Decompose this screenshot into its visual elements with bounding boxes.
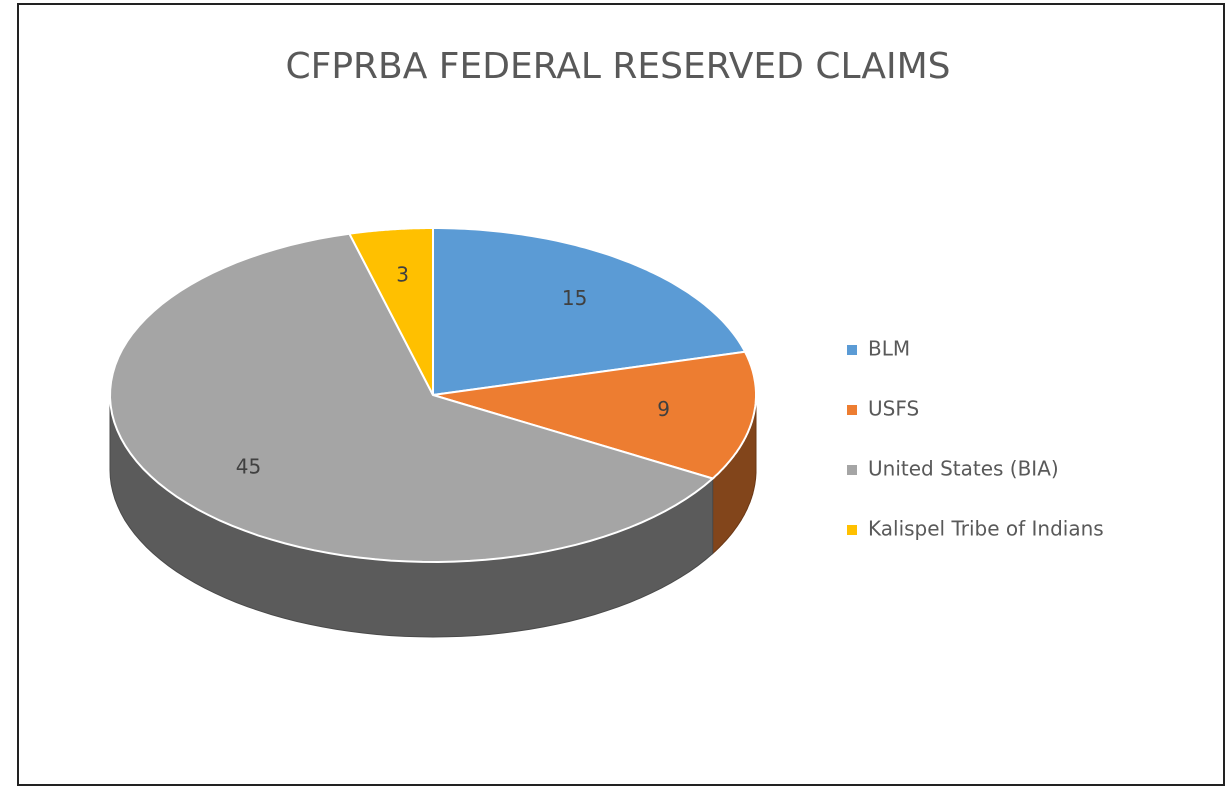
data-label: 45 bbox=[236, 455, 261, 479]
legend-swatch bbox=[847, 465, 857, 475]
pie-slice bbox=[347, 227, 434, 396]
pie-slice bbox=[432, 350, 757, 480]
data-label: 3 bbox=[396, 262, 409, 286]
data-label: 15 bbox=[562, 286, 587, 310]
legend-label: BLM bbox=[868, 337, 910, 361]
legend-label: Kalispel Tribe of Indians bbox=[868, 517, 1104, 541]
legend-swatch bbox=[847, 405, 857, 415]
legend-label: USFS bbox=[868, 397, 919, 421]
chart-title: CFPRBA FEDERAL RESERVED CLAIMS bbox=[285, 46, 950, 87]
legend-label: United States (BIA) bbox=[868, 457, 1059, 481]
legend-swatch bbox=[847, 345, 857, 355]
legend-swatch bbox=[847, 525, 857, 535]
data-label: 9 bbox=[657, 397, 670, 421]
pie-slice bbox=[108, 232, 715, 564]
pie-slice bbox=[432, 227, 747, 397]
